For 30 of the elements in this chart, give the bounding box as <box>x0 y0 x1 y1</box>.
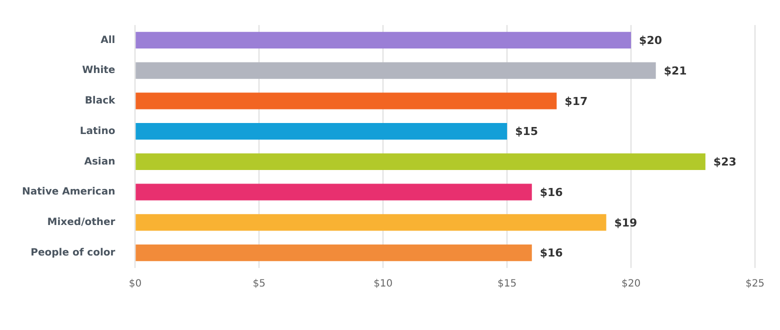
data-label: $23 <box>713 156 736 169</box>
bar <box>136 244 532 262</box>
data-label: $19 <box>614 216 638 230</box>
x-tick-label: $10 <box>374 278 393 290</box>
bar <box>136 153 706 170</box>
y-tick-label: Latino <box>80 126 116 137</box>
bar <box>136 122 508 140</box>
bar <box>136 214 606 231</box>
x-tick-label: $25 <box>745 278 765 290</box>
y-tick-label: Mixed/other <box>47 217 116 228</box>
data-label: $16 <box>540 246 564 260</box>
y-tick-label: People of color <box>30 247 116 258</box>
data-label: $15 <box>515 125 538 138</box>
y-tick-label: White <box>82 65 116 76</box>
data-label: $16 <box>540 186 564 199</box>
bar <box>136 92 557 110</box>
data-label: $20 <box>639 34 662 48</box>
x-tick-label: $0 <box>128 278 142 290</box>
bar <box>136 62 656 79</box>
y-tick-label: Asian <box>84 156 116 168</box>
data-label: $17 <box>564 94 588 108</box>
bar <box>136 32 632 49</box>
bar <box>136 184 532 200</box>
data-label: $21 <box>664 64 687 78</box>
y-tick-label: All <box>100 34 116 46</box>
x-tick-label: $15 <box>498 278 517 290</box>
x-tick-label: $5 <box>252 278 266 290</box>
x-tick-label: $20 <box>621 278 641 290</box>
y-tick-label: Native American <box>22 186 116 198</box>
y-tick-label: Black <box>84 96 116 107</box>
